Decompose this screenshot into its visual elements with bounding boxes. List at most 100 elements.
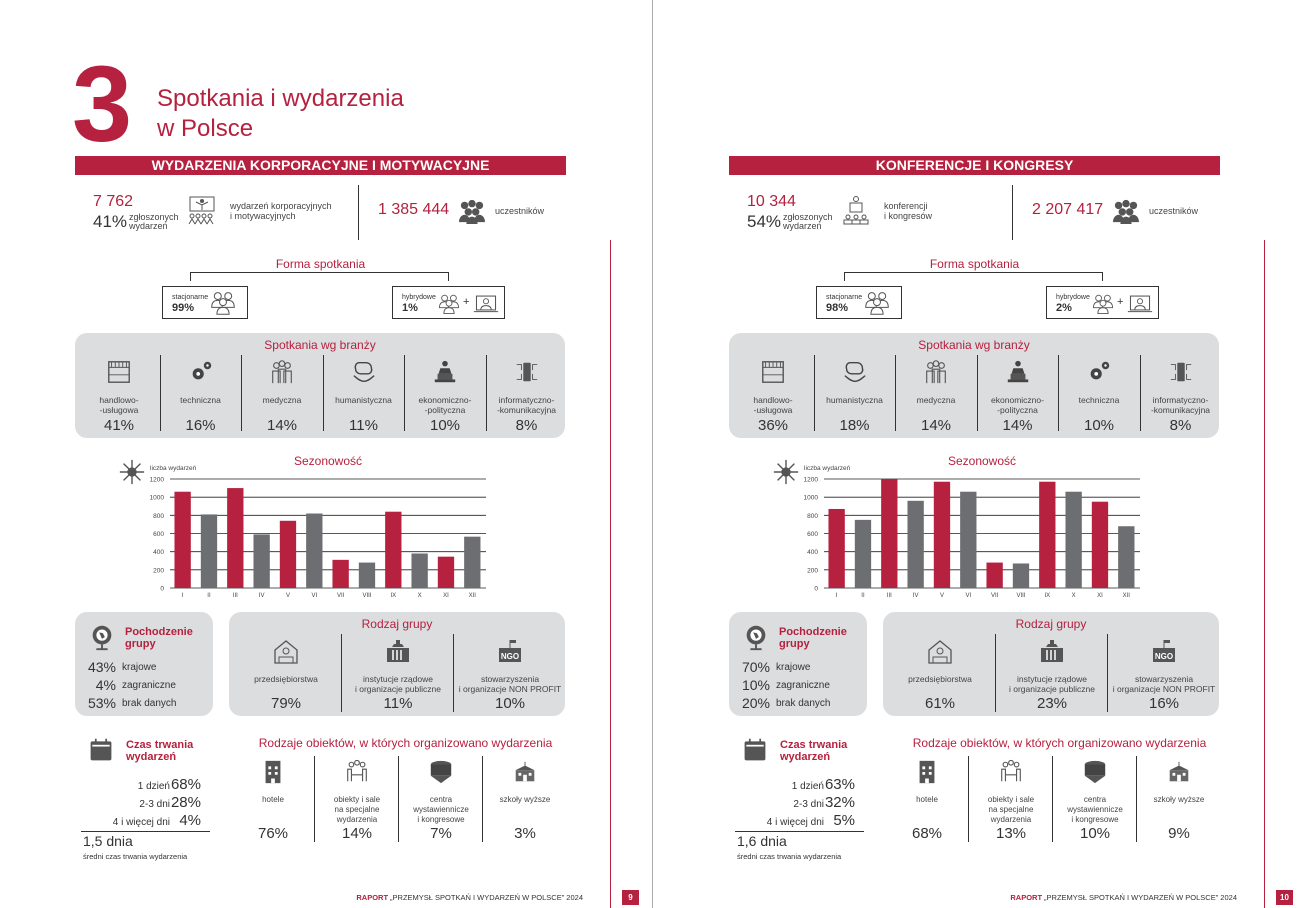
venue-label: szkoły wyższe [499,795,551,804]
bar-VI [306,513,323,588]
industry-label: informatyczno- -komunikacyjna [1150,395,1211,415]
venue-value: 14% [341,825,373,842]
group-type-value: 61% [924,695,956,712]
origin-value: 10% [741,677,770,693]
stationary-value: 98% [826,302,849,314]
percent-label-1: zgłoszonych [783,212,833,222]
bar-XI [437,556,455,588]
venue-item: hotele 68% [886,755,968,843]
duration-average-label: średni czas trwania wydarzenia [83,852,188,861]
brain-hands-icon [352,362,375,382]
chart-title: Sezonowość [947,454,1017,468]
group-type-item: NGO stowarzyszenia i organizacje NON PROF… [1109,634,1219,714]
gears-icon [192,361,211,380]
duration-label: 2-3 dni [139,799,170,810]
congress-center-icon [1084,760,1106,784]
origin-panel: Pochodzenie grupy 43% krajowe 4% zagraniczne… [75,612,213,716]
stationary-box: stacjonarne 98% [816,286,902,319]
origin-label: krajowe [776,662,811,673]
crowd-icon [459,199,485,224]
industry-value: 10% [1083,417,1115,434]
industry-panel: Spotkania wg branży handlowo- -usługowa 36… [729,333,1219,438]
industry-label: ekonomiczno- -polityczna [418,395,472,415]
circuit-phone-icon [1170,362,1191,382]
industry-value: 16% [185,417,216,434]
x-tick-label: I [182,593,184,599]
bar-VIII [1012,563,1030,588]
bar-X [1065,491,1082,588]
industry-divider [1139,355,1141,431]
participants-count: 1 385 444 [378,201,450,218]
venue-divider [482,756,483,842]
industry-value: 41% [103,417,135,434]
origin-label: brak danych [122,698,177,709]
x-tick-label: VIII [362,593,371,599]
industry-value: 36% [757,417,789,434]
origin-label: brak danych [776,698,831,709]
duration-title: Czas trwania wydarzeń [780,739,848,763]
industry-item: handlowo- -usługowa 36% [733,355,813,435]
group-type-label: instytucje rządowe i organizacje publicz… [355,674,441,694]
y-tick-label: 1000 [804,495,819,502]
percent-label-2: wydarzeń [783,221,822,231]
chapter-number: 3 [72,43,132,164]
svg-text:NGO: NGO [1155,652,1173,661]
plus-sign: + [1117,296,1124,308]
page-edge-line [610,240,611,908]
y-tick-label: 200 [807,567,818,574]
industry-label: humanistyczna [335,395,392,405]
group-type-item: instytucje rządowe i organizacje publicz… [997,634,1107,714]
origin-title: Pochodzenie grupy [125,626,193,650]
duration-label: 1 dzień [137,781,170,792]
x-tick-label: IV [259,593,265,599]
industry-value: 10% [429,417,461,434]
event-desc-1: konferencji [884,201,928,211]
page-gutter [652,0,653,908]
meeting-table-icon [347,759,367,782]
group-type-value: 16% [1148,695,1180,712]
industry-value: 14% [266,417,298,434]
hybrid-box: hybrydowe 1% + [392,286,505,319]
group-type-item: przedsiębiorstwa 61% [885,634,995,714]
industry-divider [159,355,161,431]
venue-divider [1136,756,1137,842]
y-tick-label: 200 [153,567,164,574]
duration-title: Czas trwania wydarzeń [126,739,194,763]
x-tick-label: XII [1123,593,1131,599]
industry-divider [976,355,978,431]
duration-label: 2-3 dni [793,799,824,810]
venue-item: szkoły wyższe 3% [484,755,566,843]
participants-label: uczestników [1149,206,1199,216]
group-type-value: 79% [270,695,302,712]
y-tick-label: 800 [807,513,818,520]
industry-divider [241,355,242,431]
venue-item: centra wystawiennicze i kongresowe 10% [1054,755,1136,843]
ngo-icon: NGO [1153,640,1175,662]
report-page-10: KONFERENCJE I KONGRESY 10 344 54% zgłoszony… [654,0,1300,908]
duration-value: 4% [179,812,201,829]
speaker-podium-icon [434,360,456,383]
chart-title: Sezonowość [293,454,363,468]
bar-X [411,553,428,588]
bar-I [828,508,845,588]
duration-average-label: średni czas trwania wydarzenia [737,852,842,861]
venue-item: obiekty i sale na specjalne wydarzenia 13… [970,755,1052,843]
globe-icon [746,625,766,651]
bar-IX [385,511,402,588]
duration-label: 1 dzień [791,781,824,792]
venue-divider [314,756,315,842]
origin-label: krajowe [122,662,157,673]
bar-XII [464,536,481,588]
venue-item: obiekty i sale na specjalne wydarzenia 14… [316,755,398,843]
government-building-icon [1041,640,1063,662]
industry-label: handlowo- -usługowa [99,395,139,415]
x-tick-label: X [418,593,422,599]
x-tick-label: V [286,593,290,599]
industry-divider [485,355,487,431]
government-building-icon [387,640,409,662]
x-tick-label: I [836,593,838,599]
industry-item: handlowo- -usługowa 41% [79,355,159,435]
bar-IX [1039,481,1056,588]
company-building-icon [274,640,298,664]
